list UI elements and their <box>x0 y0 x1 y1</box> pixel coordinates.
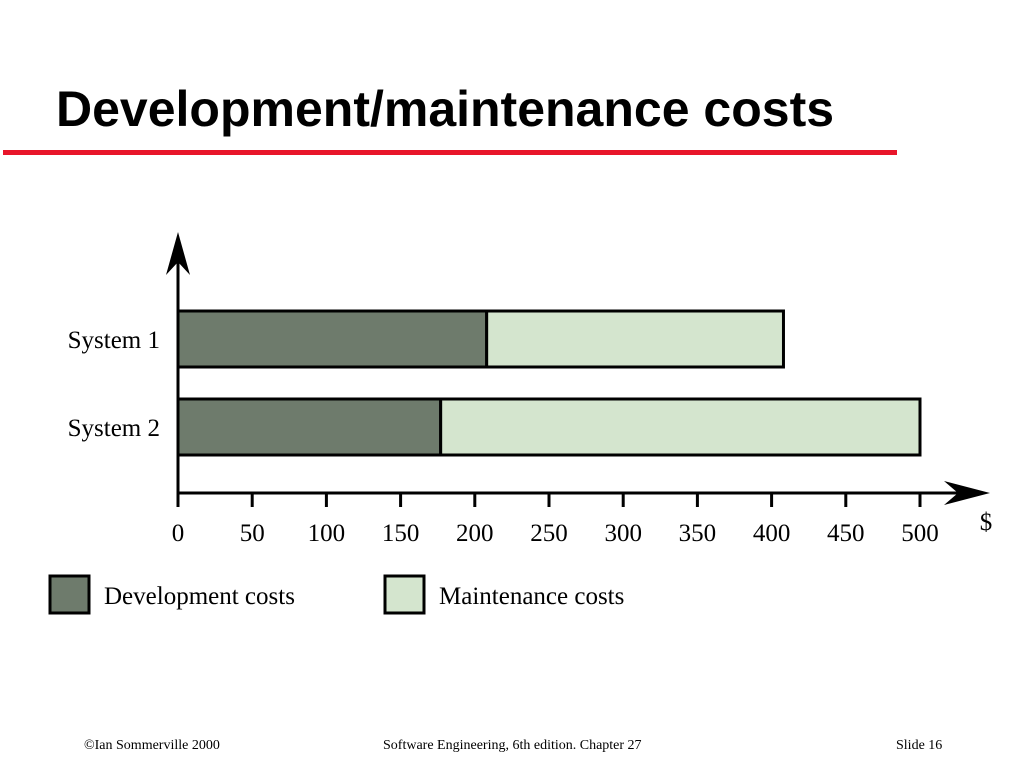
x-axis-label: $ <box>980 509 993 536</box>
legend-swatch-development-costs <box>48 574 91 615</box>
y-axis-arrowhead <box>166 232 190 275</box>
x-tick-label-400: 400 <box>753 520 791 547</box>
slide-title: Development/maintenance costs <box>56 81 835 137</box>
x-tick-label-200: 200 <box>456 520 494 547</box>
footer-book-title: Software Engineering, 6th edition. Chapt… <box>383 738 642 753</box>
axes-layer <box>166 232 990 505</box>
bars-layer <box>176 309 922 457</box>
bar-system-2-maintenance-costs <box>439 397 922 457</box>
category-label-system-1: System 1 <box>68 327 160 354</box>
legend-label-maintenance-costs: Maintenance costs <box>439 583 624 610</box>
ticks-layer: 0 50 100 150 200 250 300 350 400 450 500 <box>172 493 939 547</box>
x-tick-label-500: 500 <box>901 520 939 547</box>
x-tick-label-300: 300 <box>604 520 642 547</box>
footer-slide-number: Slide 16 <box>896 738 943 753</box>
x-axis-arrowhead <box>944 481 990 505</box>
bar-system-2-development-costs <box>176 397 443 457</box>
x-tick-label-250: 250 <box>530 520 568 547</box>
legend-swatch-maintenance-costs <box>383 574 426 615</box>
x-tick-label-450: 450 <box>827 520 865 547</box>
bar-system-1-development-costs <box>176 309 489 369</box>
title-underline <box>3 150 897 155</box>
x-tick-label-100: 100 <box>308 520 346 547</box>
footer-copyright: ©Ian Sommerville 2000 <box>84 738 220 753</box>
x-tick-label-50: 50 <box>240 520 265 547</box>
legend-label-development-costs: Development costs <box>104 583 295 610</box>
category-label-system-2: System 2 <box>68 415 160 442</box>
x-tick-label-0: 0 <box>172 520 185 547</box>
labels-layer: System 1 System 2 <box>68 327 160 442</box>
legend-layer: Development costs Maintenance costs <box>48 574 624 615</box>
bar-system-1-maintenance-costs <box>485 309 785 369</box>
x-tick-label-150: 150 <box>382 520 420 547</box>
x-tick-label-350: 350 <box>679 520 717 547</box>
